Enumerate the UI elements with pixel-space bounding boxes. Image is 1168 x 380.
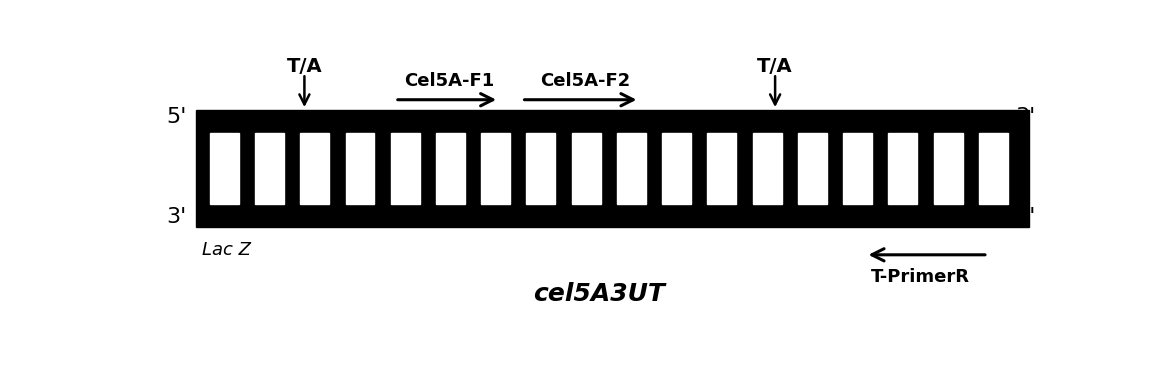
Bar xyxy=(752,133,781,204)
Bar xyxy=(798,133,827,204)
Text: T/A: T/A xyxy=(286,57,322,76)
Bar xyxy=(708,133,736,204)
Bar xyxy=(933,133,962,204)
Text: T-PrimerR: T-PrimerR xyxy=(870,268,969,286)
Bar xyxy=(662,133,691,204)
Bar xyxy=(255,133,284,204)
Bar xyxy=(527,133,556,204)
Bar xyxy=(346,133,375,204)
Text: 3': 3' xyxy=(1015,107,1036,127)
Text: cel5A3UT: cel5A3UT xyxy=(533,282,665,306)
Bar xyxy=(436,133,465,204)
Bar xyxy=(843,133,872,204)
Bar xyxy=(391,133,419,204)
Text: Cel5A-F2: Cel5A-F2 xyxy=(540,72,631,90)
Bar xyxy=(571,133,600,204)
Text: Cel5A-F1: Cel5A-F1 xyxy=(404,72,494,90)
Bar xyxy=(196,110,1029,227)
Text: 5': 5' xyxy=(1015,207,1036,227)
Bar xyxy=(300,133,329,204)
Text: Lac Z: Lac Z xyxy=(202,241,251,260)
Bar xyxy=(889,133,917,204)
Bar xyxy=(210,133,238,204)
Bar xyxy=(617,133,646,204)
Text: 3': 3' xyxy=(166,207,186,227)
Bar xyxy=(481,133,510,204)
Bar xyxy=(979,133,1008,204)
Text: T/A: T/A xyxy=(757,57,793,76)
Text: 5': 5' xyxy=(166,107,186,127)
